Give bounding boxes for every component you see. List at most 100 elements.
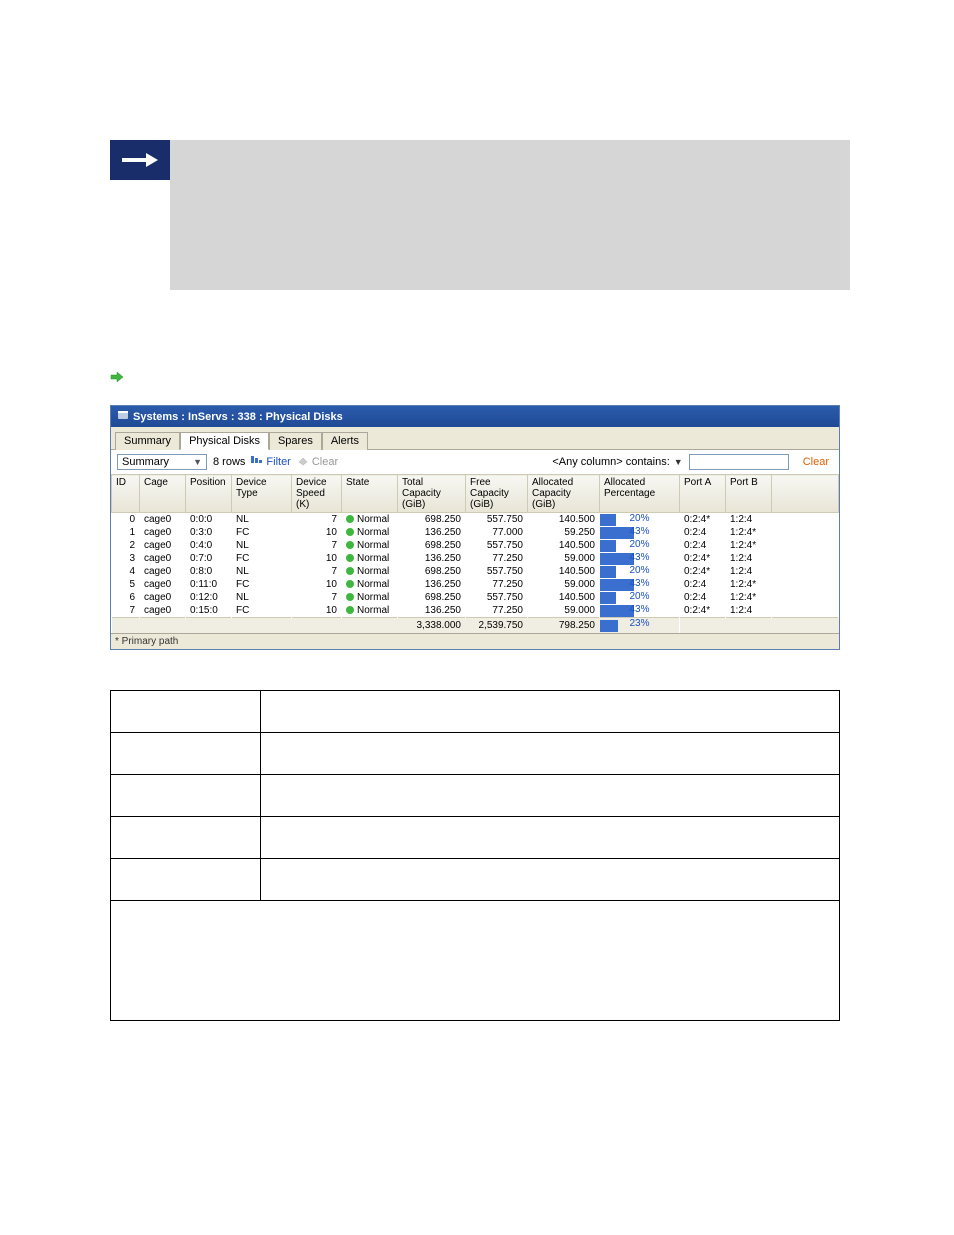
- column-header[interactable]: Allocated Capacity (GiB): [528, 475, 600, 513]
- cell: 77.250: [466, 578, 528, 591]
- column-header-spacer: [772, 475, 839, 513]
- cell: 10: [292, 526, 342, 539]
- cell: 0:3:0: [186, 526, 232, 539]
- column-header[interactable]: Port B: [726, 475, 772, 513]
- column-header[interactable]: State: [342, 475, 398, 513]
- row-count-label: 8 rows: [213, 456, 245, 468]
- cell-state: Normal: [342, 565, 398, 578]
- column-header[interactable]: Free Capacity (GiB): [466, 475, 528, 513]
- chevron-down-icon: ▼: [674, 457, 683, 467]
- cell: 0:2:4*: [680, 565, 726, 578]
- filter-input[interactable]: [689, 454, 789, 470]
- table-row[interactable]: 1cage00:3:0FC10Normal136.25077.00059.250…: [112, 526, 839, 539]
- column-header[interactable]: Port A: [680, 475, 726, 513]
- cell: cage0: [140, 591, 186, 604]
- table-row[interactable]: 3cage00:7:0FC10Normal136.25077.25059.000…: [112, 552, 839, 565]
- cell: 698.250: [398, 565, 466, 578]
- filter-label: Filter: [266, 456, 290, 468]
- column-header[interactable]: Device Speed (K): [292, 475, 342, 513]
- cell: 698.250: [398, 513, 466, 527]
- footer-cell: [342, 618, 398, 634]
- table-row: [111, 775, 840, 817]
- cell: NL: [232, 565, 292, 578]
- cell: 0:11:0: [186, 578, 232, 591]
- tab-spares[interactable]: Spares: [269, 432, 322, 450]
- percentage-text: 43%: [600, 526, 679, 538]
- table-row[interactable]: 4cage00:8:0NL7Normal698.250557.750140.50…: [112, 565, 839, 578]
- cell: [111, 817, 261, 859]
- cell: NL: [232, 591, 292, 604]
- cell: 557.750: [466, 565, 528, 578]
- cell: 1:2:4*: [726, 526, 772, 539]
- column-header[interactable]: Cage: [140, 475, 186, 513]
- cell: 0:4:0: [186, 539, 232, 552]
- cell: [772, 591, 839, 604]
- table-row[interactable]: 5cage00:11:0FC10Normal136.25077.25059.00…: [112, 578, 839, 591]
- any-column-dropdown[interactable]: <Any column> contains: ▼: [552, 456, 682, 468]
- tab-physical-disks[interactable]: Physical Disks: [180, 432, 269, 450]
- cell: 140.500: [528, 565, 600, 578]
- clear-link[interactable]: Clear: [803, 456, 829, 468]
- table-row[interactable]: 2cage00:4:0NL7Normal698.250557.750140.50…: [112, 539, 839, 552]
- table-row[interactable]: 7cage00:15:0FC10Normal136.25077.25059.00…: [112, 604, 839, 618]
- table-row[interactable]: 6cage00:12:0NL7Normal698.250557.750140.5…: [112, 591, 839, 604]
- column-header[interactable]: Allocated Percentage: [600, 475, 680, 513]
- cell: cage0: [140, 513, 186, 527]
- cell: 4: [112, 565, 140, 578]
- cell: FC: [232, 552, 292, 565]
- table-row: [111, 691, 840, 733]
- footer-cell: [232, 618, 292, 634]
- cell-state: Normal: [342, 578, 398, 591]
- toolbar: Summary ▼ 8 rows Filter Clear <Any colum…: [111, 450, 839, 474]
- column-header[interactable]: Position: [186, 475, 232, 513]
- cell: 5: [112, 578, 140, 591]
- tabstrip: SummaryPhysical DisksSparesAlerts: [111, 427, 839, 450]
- tab-summary[interactable]: Summary: [115, 432, 180, 450]
- cell: NL: [232, 539, 292, 552]
- cell-percentage: 20%: [600, 513, 680, 527]
- cell: cage0: [140, 565, 186, 578]
- table-row: [111, 733, 840, 775]
- cell: 3: [112, 552, 140, 565]
- cell: 1:2:4: [726, 513, 772, 527]
- footer-cell: [680, 618, 726, 634]
- cell: 0:0:0: [186, 513, 232, 527]
- cell: 0:2:4*: [680, 552, 726, 565]
- filter-button[interactable]: Filter: [251, 456, 290, 469]
- note-block: [110, 140, 850, 290]
- cell-state: Normal: [342, 604, 398, 618]
- cell: cage0: [140, 539, 186, 552]
- state-dot-icon: [346, 606, 354, 614]
- eraser-icon: [297, 456, 309, 469]
- cell: 1:2:4*: [726, 539, 772, 552]
- percentage-text: 43%: [600, 552, 679, 564]
- cell: 0:2:4: [680, 578, 726, 591]
- tab-alerts[interactable]: Alerts: [322, 432, 368, 450]
- cell: 1:2:4*: [726, 591, 772, 604]
- window-title: Systems : InServs : 338 : Physical Disks: [133, 411, 343, 423]
- cell: 0:2:4*: [680, 513, 726, 527]
- cell: 140.500: [528, 513, 600, 527]
- table-row[interactable]: 0cage00:0:0NL7Normal698.250557.750140.50…: [112, 513, 839, 527]
- column-header[interactable]: Device Type: [232, 475, 292, 513]
- column-header[interactable]: ID: [112, 475, 140, 513]
- cell: [261, 859, 840, 901]
- any-column-label: <Any column> contains:: [552, 456, 669, 468]
- percentage-text: 20%: [600, 565, 679, 577]
- cell: 136.250: [398, 552, 466, 565]
- cell: cage0: [140, 552, 186, 565]
- cell: 136.250: [398, 604, 466, 618]
- cell: [772, 526, 839, 539]
- cell: [111, 901, 840, 1021]
- cell: [261, 691, 840, 733]
- clear-filter-button[interactable]: Clear: [297, 456, 338, 469]
- column-header[interactable]: Total Capacity (GiB): [398, 475, 466, 513]
- summary-combo[interactable]: Summary ▼: [117, 454, 207, 470]
- table-row: [111, 859, 840, 901]
- cell-percentage: 20%: [600, 565, 680, 578]
- cell: [261, 733, 840, 775]
- physical-disks-window: Systems : InServs : 338 : Physical Disks…: [110, 405, 840, 650]
- footer-cell: [292, 618, 342, 634]
- footer-cell: [112, 618, 140, 634]
- cell-state: Normal: [342, 539, 398, 552]
